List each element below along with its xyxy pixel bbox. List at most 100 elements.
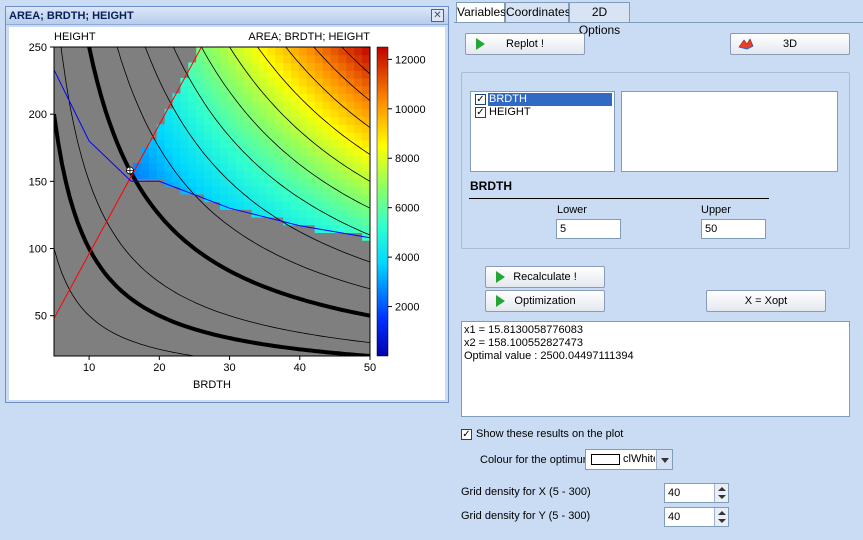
replot-button[interactable]: Replot ! — [465, 33, 585, 55]
heatmap-cell — [354, 93, 363, 102]
heatmap-cell — [219, 155, 229, 164]
tab-coordinates[interactable]: Coordinates — [505, 2, 571, 22]
checkbox-brdth[interactable]: ✓ — [475, 94, 486, 105]
optimization-button-label: Optimization — [514, 295, 576, 307]
colorbar-tick-label: 2000 — [395, 302, 419, 314]
checkbox-height[interactable]: ✓ — [475, 107, 486, 118]
variables-listbox[interactable]: ✓ BRDTH ✓ HEIGHT — [470, 91, 615, 172]
spin-down-icon[interactable] — [718, 519, 726, 523]
contour-line — [313, 47, 370, 102]
heatmap-cell — [196, 54, 205, 64]
heatmap-cell — [219, 193, 229, 203]
tab-variables[interactable]: Variables — [456, 2, 506, 23]
optimization-button[interactable]: Optimization — [485, 290, 605, 312]
heatmap-cell — [362, 193, 370, 203]
heatmap-cell — [172, 170, 181, 179]
heatmap-cell — [164, 108, 174, 118]
heatmap-cell — [227, 116, 237, 125]
plot-window-titlebar[interactable]: AREA; BRDTH; HEIGHT ✕ — [6, 7, 448, 25]
grid-x-input[interactable]: 40 — [664, 483, 729, 503]
heatmap-cell — [188, 124, 197, 133]
heatmap-cell — [259, 170, 268, 179]
heatmap-cell — [219, 108, 229, 118]
spin-up-icon[interactable] — [718, 487, 726, 491]
heatmap-cell — [354, 131, 363, 141]
heatmap-cell — [338, 178, 347, 187]
contour-chart[interactable]: 10 20 30 40 50 50 100 150 200 250 HEIGHT AREA; BR… — [9, 27, 445, 400]
heatmap-cell — [243, 62, 253, 71]
variable-item-brdth[interactable]: ✓ BRDTH — [473, 93, 614, 106]
heatmap-cell — [188, 139, 197, 149]
heatmap-cell — [291, 178, 300, 187]
y-tick-label: 200 — [29, 109, 47, 121]
heatmap-cell — [204, 124, 213, 133]
heatmap-cell — [235, 70, 245, 79]
heatmap-cell — [180, 162, 189, 172]
heatmap-cell — [235, 116, 245, 125]
heatmap-cell — [227, 131, 237, 141]
optimum-colour-select[interactable]: clWhite — [585, 449, 673, 470]
variable-details-box[interactable] — [621, 91, 838, 172]
heatmap-cell — [235, 186, 245, 195]
tab-2d-options[interactable]: 2D Options — [569, 2, 630, 37]
chevron-down-icon[interactable] — [656, 450, 672, 469]
recalculate-button[interactable]: Recalculate ! — [485, 266, 605, 288]
plot-3d-button[interactable]: 3D — [730, 33, 850, 55]
heatmap-cell — [298, 209, 308, 218]
heatmap-cell — [291, 193, 300, 203]
heatmap-cell — [259, 101, 268, 110]
y-tick-label: 50 — [35, 311, 47, 323]
heatmap-cell — [338, 224, 347, 233]
heatmap-cell — [338, 70, 347, 79]
heatmap-cell — [133, 170, 142, 179]
lower-bound-input[interactable]: 5 — [556, 219, 621, 239]
heatmap-cell — [235, 47, 245, 56]
heatmap-cell — [196, 47, 205, 56]
heatmap-cell — [156, 139, 166, 149]
heatmap-cell — [322, 54, 332, 64]
heatmap-cell — [251, 70, 260, 79]
contour-layer — [54, 47, 370, 356]
heatmap-cell — [298, 124, 308, 133]
upper-bound-input[interactable]: 50 — [701, 219, 766, 239]
heatmap-cell — [243, 131, 253, 141]
heatmap-cell — [164, 170, 174, 179]
grid-y-input[interactable]: 40 — [664, 507, 729, 527]
grid-x-spinner[interactable] — [714, 484, 728, 502]
contour-line — [54, 113, 370, 356]
heatmap-cell — [235, 108, 245, 118]
heatmap-cell — [212, 186, 221, 195]
heatmap-cell — [330, 139, 339, 149]
heatmap-cell — [275, 93, 284, 102]
heatmap-cell — [275, 47, 284, 56]
xopt-button[interactable]: X = Xopt — [706, 290, 826, 312]
grid-y-spinner[interactable] — [714, 508, 728, 526]
heatmap-cell — [251, 116, 260, 125]
heatmap-cell — [243, 147, 253, 156]
show-results-checkbox[interactable]: ✓ — [461, 429, 472, 440]
results-memo[interactable]: x1 = 15.8130058776083 x2 = 158.100552827… — [461, 321, 850, 417]
heatmap-cell — [298, 101, 308, 110]
heatmap-cell — [275, 201, 284, 210]
heatmap-cell — [338, 77, 347, 87]
heatmap-cell — [354, 201, 363, 210]
heatmap-cell — [188, 155, 197, 164]
spin-down-icon[interactable] — [718, 495, 726, 499]
optimum-colour-label: Colour for the optimum — [480, 454, 586, 466]
spin-up-icon[interactable] — [718, 511, 726, 515]
heatmap-cell — [227, 62, 237, 71]
plot-canvas[interactable]: 10 20 30 40 50 50 100 150 200 250 HEIGHT AREA; BR… — [9, 27, 445, 400]
heatmap-cell — [204, 116, 213, 125]
heatmap-cell — [338, 47, 347, 56]
heatmap-cell — [235, 131, 245, 141]
heatmap-cell — [267, 186, 276, 195]
heatmap-cell — [338, 131, 347, 141]
heatmap-cell — [298, 54, 308, 64]
heatmap-cell — [275, 108, 284, 118]
heatmap-cell — [306, 155, 316, 164]
heatmap-cell — [235, 77, 245, 87]
variable-item-height[interactable]: ✓ HEIGHT — [473, 106, 614, 119]
close-icon[interactable]: ✕ — [431, 9, 444, 22]
heatmap-cell — [172, 162, 181, 172]
heatmap-cell — [148, 170, 158, 179]
